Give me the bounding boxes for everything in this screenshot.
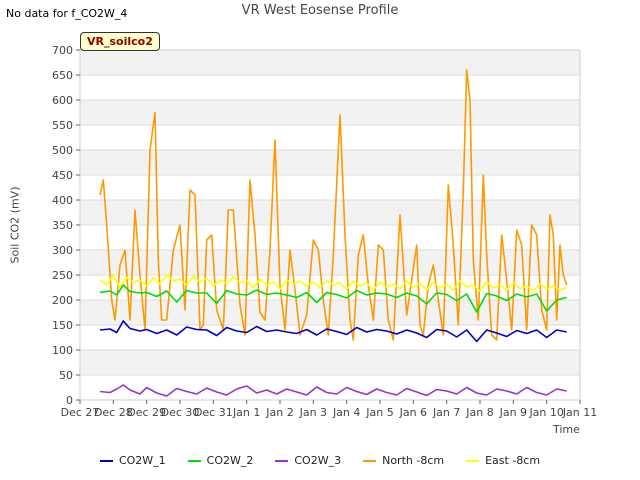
legend-item: East -8cm: [466, 454, 540, 467]
x-tick-label: Jan 10: [528, 406, 563, 419]
plot-band: [80, 250, 580, 275]
site-tag: VR_soilco2: [80, 32, 160, 51]
legend: CO2W_1 CO2W_2 CO2W_3 North -8cm East -8cm: [0, 454, 640, 467]
legend-item: CO2W_1: [99, 454, 166, 467]
x-tick-label: Jan 5: [365, 406, 393, 419]
x-tick-label: Dec 29: [127, 406, 166, 419]
legend-item: North -8cm: [363, 454, 444, 467]
legend-swatch: [187, 459, 201, 462]
y-tick-label: 150: [52, 319, 73, 332]
x-tick-label: Dec 31: [194, 406, 233, 419]
y-tick-label: 300: [52, 244, 73, 257]
y-tick-label: 200: [52, 294, 73, 307]
x-tick-label: Jan 7: [432, 406, 460, 419]
y-axis-label: Soil CO2 (mV): [8, 186, 22, 264]
plot-band: [80, 150, 580, 175]
chart-title: VR West Eosense Profile: [241, 3, 399, 18]
gridlines: [80, 49, 580, 401]
y-tick-label: 650: [52, 69, 73, 82]
y-tick-label: 400: [52, 194, 73, 207]
y-tick-label: 250: [52, 269, 73, 282]
plot-band: [80, 200, 580, 225]
x-tick-label: Dec 28: [94, 406, 133, 419]
x-tick-label: Dec 27: [61, 406, 100, 419]
x-tick-label: Jan 9: [499, 406, 527, 419]
series-lines: [99, 69, 568, 397]
x-axis-label: Time: [553, 423, 580, 436]
legend-label: North -8cm: [382, 454, 445, 467]
x-tick-label: Jan 4: [332, 406, 360, 419]
legend-label: CO2W_1: [118, 454, 166, 467]
legend-item: CO2W_3: [275, 454, 341, 467]
y-tick-label: 50: [59, 369, 73, 382]
series-line-north-8cm: [99, 69, 568, 341]
series-line-east-8cm: [99, 274, 567, 292]
plot-background-bands: [80, 50, 580, 400]
x-tick-label: Jan 11: [562, 406, 597, 419]
y-tick-label: 500: [52, 144, 73, 157]
plot-band: [80, 100, 580, 125]
legend-item: CO2W_2: [187, 454, 254, 467]
legend-swatch: [466, 459, 480, 462]
y-tick-label: 450: [52, 169, 73, 182]
legend-label: CO2W_2: [206, 454, 254, 467]
series-line-co2w-1: [99, 320, 567, 343]
no-data-notice: No data for f_CO2W_4: [6, 7, 128, 20]
y-tick-label: 100: [52, 344, 73, 357]
x-tick-label: Jan 6: [399, 406, 427, 419]
x-tick-label: Jan 3: [299, 406, 327, 419]
y-tick-label: 0: [66, 394, 73, 407]
x-tick-label: Jan 2: [265, 406, 293, 419]
legend-label: East -8cm: [485, 454, 541, 467]
plot-band: [80, 350, 580, 375]
legend-swatch: [363, 459, 377, 462]
x-tick-label: Dec 30: [161, 406, 200, 419]
y-tick-label: 350: [52, 219, 73, 232]
y-tick-label: 600: [52, 94, 73, 107]
series-line-co2w-2: [99, 284, 567, 313]
y-axis-ticks: 0 50 100 150 200 250 300 350 400 450 500 550 600 650 7…: [52, 44, 80, 407]
y-tick-label: 550: [52, 119, 73, 132]
legend-swatch: [275, 459, 289, 462]
plot-band: [80, 50, 580, 75]
series-line-co2w-3: [99, 384, 567, 397]
legend-label: CO2W_3: [294, 454, 342, 467]
x-tick-label: Jan 8: [465, 406, 493, 419]
legend-swatch: [99, 459, 113, 462]
y-tick-label: 700: [52, 44, 73, 57]
x-tick-label: Jan 1: [232, 406, 260, 419]
